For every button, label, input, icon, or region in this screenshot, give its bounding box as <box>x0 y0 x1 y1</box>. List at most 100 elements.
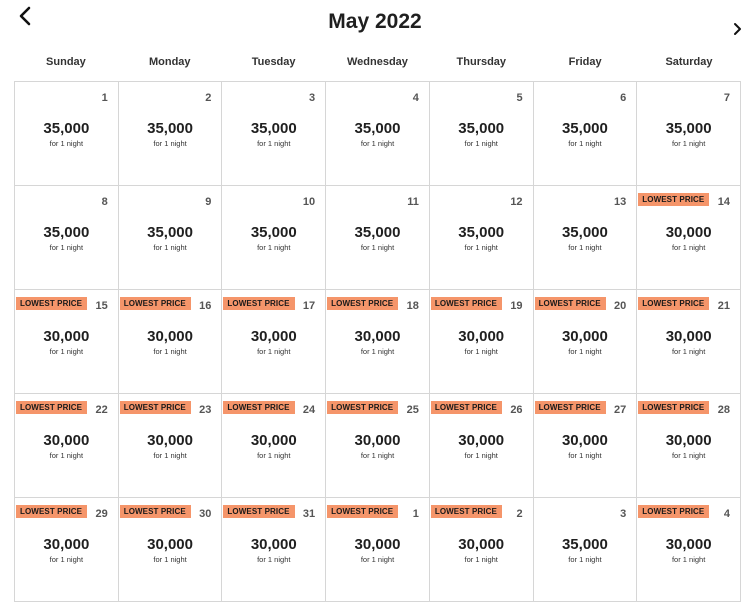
night-count-label: for 1 night <box>464 451 498 460</box>
weekday-header-row: Sunday Monday Tuesday Wednesday Thursday… <box>14 56 741 72</box>
lowest-price-badge: LOWEST PRICE <box>16 505 88 518</box>
night-count-label: for 1 night <box>257 139 291 148</box>
night-count-label: for 1 night <box>153 139 187 148</box>
night-count-label: for 1 night <box>568 555 602 564</box>
night-count-label: for 1 night <box>671 555 706 564</box>
day-cell[interactable]: LOWEST PRICE 14 30,000 for 1 night <box>637 186 741 290</box>
day-number: 8 <box>101 196 108 208</box>
lowest-price-badge: LOWEST PRICE <box>119 297 191 310</box>
day-number: 20 <box>614 300 627 312</box>
day-price: 35,000 <box>147 120 193 137</box>
day-cell[interactable]: 4 35,000 for 1 night <box>326 82 430 186</box>
day-cell[interactable]: LOWEST PRICE 29 30,000 for 1 night <box>15 498 119 602</box>
lowest-price-badge: LOWEST PRICE <box>327 401 399 414</box>
day-cell[interactable]: 9 35,000 for 1 night <box>118 186 223 290</box>
day-price: 35,000 <box>250 120 297 137</box>
weekday-sunday: Sunday <box>46 56 86 68</box>
day-price: 35,000 <box>354 224 401 241</box>
day-number: 3 <box>309 92 316 104</box>
lowest-price-badge: LOWEST PRICE <box>638 505 710 518</box>
day-number: 4 <box>723 508 730 520</box>
day-number: 27 <box>614 404 627 416</box>
day-cell[interactable]: LOWEST PRICE 28 30,000 for 1 night <box>637 394 741 498</box>
day-price: 35,000 <box>561 536 608 553</box>
day-price: 30,000 <box>561 328 608 345</box>
day-cell[interactable]: LOWEST PRICE 17 30,000 for 1 night <box>222 290 327 394</box>
day-number: 29 <box>95 508 108 520</box>
day-number: 15 <box>95 300 108 312</box>
day-price: 35,000 <box>43 120 90 137</box>
day-cell[interactable]: LOWEST PRICE 1 30,000 for 1 night <box>326 498 430 602</box>
day-cell[interactable]: LOWEST PRICE 16 30,000 for 1 night <box>118 290 223 394</box>
chevron-right-icon <box>734 23 741 35</box>
day-number: 3 <box>620 508 627 520</box>
lowest-price-badge: LOWEST PRICE <box>327 297 399 310</box>
night-count-label: for 1 night <box>464 347 498 356</box>
day-price: 35,000 <box>43 224 90 241</box>
day-cell[interactable]: 13 35,000 for 1 night <box>533 186 638 290</box>
night-count-label: for 1 night <box>153 347 187 356</box>
day-number: 2 <box>205 92 212 104</box>
day-cell[interactable]: 5 35,000 for 1 night <box>429 82 534 186</box>
day-cell[interactable]: LOWEST PRICE 20 30,000 for 1 night <box>533 290 638 394</box>
day-price: 30,000 <box>147 328 193 345</box>
next-month-button[interactable] <box>730 20 746 38</box>
day-cell[interactable]: LOWEST PRICE 22 30,000 for 1 night <box>15 394 119 498</box>
day-cell[interactable]: LOWEST PRICE 27 30,000 for 1 night <box>533 394 638 498</box>
day-cell[interactable]: 6 35,000 for 1 night <box>533 82 638 186</box>
lowest-price-badge: LOWEST PRICE <box>119 401 191 414</box>
day-number: 28 <box>717 404 730 416</box>
day-price: 30,000 <box>147 432 193 449</box>
day-cell[interactable]: 3 35,000 for 1 night <box>222 82 327 186</box>
day-cell[interactable]: 10 35,000 for 1 night <box>222 186 327 290</box>
night-count-label: for 1 night <box>49 451 84 460</box>
day-cell[interactable]: LOWEST PRICE 2 30,000 for 1 night <box>429 498 534 602</box>
day-number: 13 <box>614 196 627 208</box>
day-cell[interactable]: LOWEST PRICE 24 30,000 for 1 night <box>222 394 327 498</box>
day-cell[interactable]: LOWEST PRICE 30 30,000 for 1 night <box>118 498 223 602</box>
day-cell[interactable]: LOWEST PRICE 19 30,000 for 1 night <box>429 290 534 394</box>
lowest-price-badge: LOWEST PRICE <box>16 297 88 310</box>
day-number: 11 <box>407 196 419 208</box>
day-number: 7 <box>723 92 730 104</box>
day-cell[interactable]: LOWEST PRICE 23 30,000 for 1 night <box>118 394 223 498</box>
day-number: 19 <box>510 300 523 312</box>
day-number: 2 <box>516 508 523 520</box>
day-cell[interactable]: 12 35,000 for 1 night <box>429 186 534 290</box>
day-cell[interactable]: LOWEST PRICE 21 30,000 for 1 night <box>637 290 741 394</box>
night-count-label: for 1 night <box>153 555 187 564</box>
night-count-label: for 1 night <box>257 451 291 460</box>
day-number: 26 <box>510 404 523 416</box>
day-cell[interactable]: LOWEST PRICE 15 30,000 for 1 night <box>15 290 119 394</box>
night-count-label: for 1 night <box>568 451 602 460</box>
day-cell[interactable]: LOWEST PRICE 25 30,000 for 1 night <box>326 394 430 498</box>
day-price: 30,000 <box>665 328 712 345</box>
weekday-saturday: Saturday <box>665 56 713 68</box>
night-count-label: for 1 night <box>153 451 187 460</box>
day-cell[interactable]: LOWEST PRICE 4 30,000 for 1 night <box>637 498 741 602</box>
day-price: 35,000 <box>665 120 712 137</box>
previous-month-button[interactable] <box>14 4 38 30</box>
night-count-label: for 1 night <box>360 451 395 460</box>
day-cell[interactable]: 7 35,000 for 1 night <box>637 82 741 186</box>
weekday-tuesday: Tuesday <box>251 56 296 68</box>
day-number: 18 <box>406 300 419 312</box>
day-cell[interactable]: LOWEST PRICE 26 30,000 for 1 night <box>429 394 534 498</box>
day-cell[interactable]: LOWEST PRICE 31 30,000 for 1 night <box>222 498 327 602</box>
day-cell[interactable]: 2 35,000 for 1 night <box>118 82 223 186</box>
day-cell[interactable]: LOWEST PRICE 18 30,000 for 1 night <box>326 290 430 394</box>
day-cell[interactable]: 1 35,000 for 1 night <box>15 82 119 186</box>
night-count-label: for 1 night <box>360 555 395 564</box>
lowest-price-badge: LOWEST PRICE <box>430 401 502 414</box>
lowest-price-badge: LOWEST PRICE <box>638 297 710 310</box>
day-cell[interactable]: 8 35,000 for 1 night <box>15 186 119 290</box>
day-number: 10 <box>302 196 316 208</box>
lowest-price-badge: LOWEST PRICE <box>638 193 710 206</box>
day-price: 30,000 <box>354 328 401 345</box>
day-number: 23 <box>199 404 212 416</box>
day-price: 35,000 <box>561 120 608 137</box>
day-number: 22 <box>95 404 108 416</box>
day-cell[interactable]: 11 35,000 for 1 night <box>326 186 430 290</box>
night-count-label: for 1 night <box>153 243 187 252</box>
day-cell[interactable]: 3 35,000 for 1 night <box>533 498 638 602</box>
